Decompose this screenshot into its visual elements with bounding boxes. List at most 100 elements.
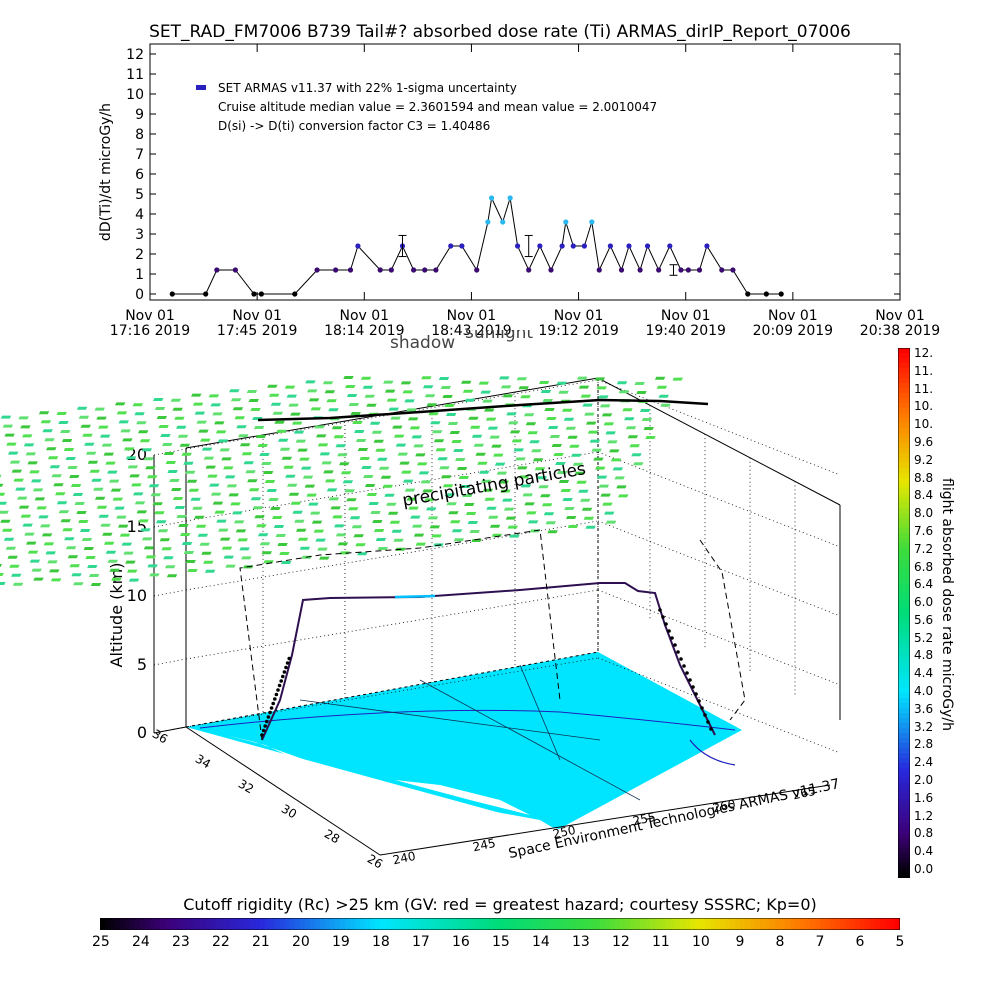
precip-cell (598, 395, 609, 399)
colorbar-segment (345, 918, 351, 930)
rigidity-colorbar-tick: 11 (652, 934, 670, 950)
colorbar-segment (500, 918, 506, 930)
colorbar-segment (898, 578, 910, 584)
precip-cell (502, 498, 513, 502)
precip-cell (518, 386, 529, 390)
precip-cell (217, 439, 229, 443)
precip-cell (366, 403, 377, 407)
precip-cell (342, 480, 354, 484)
colorbar-segment (898, 858, 910, 864)
colorbar-segment (485, 918, 491, 930)
precip-cell (493, 453, 504, 457)
precip-cell (421, 376, 432, 380)
rigidity-colorbar-tick: 16 (452, 934, 470, 950)
precip-cell (345, 385, 356, 388)
precip-cell (612, 467, 624, 471)
alt-grid-line (597, 589, 841, 686)
colorbar-segment (898, 733, 910, 739)
colorbar-segment (350, 918, 356, 930)
colorbar-segment (695, 918, 701, 930)
precip-cell (399, 461, 410, 465)
colorbar-segment (898, 438, 910, 444)
colorbar-segment (898, 448, 910, 454)
rigidity-colorbar-tick: 21 (252, 934, 270, 950)
legend-note-median: Cruise altitude median value = 2.3601594… (218, 100, 657, 114)
precip-cell (475, 452, 486, 456)
colorbar-segment (898, 543, 910, 549)
colorbar-segment (225, 918, 231, 930)
precip-cell (156, 520, 167, 524)
precip-cell (520, 395, 531, 399)
alt-tick-label: 10 (127, 586, 147, 605)
precip-cell (453, 449, 464, 452)
precip-cell (191, 393, 202, 397)
precip-cell (154, 407, 166, 410)
precip-cell (522, 493, 533, 497)
colorbar-segment (898, 398, 910, 404)
colorbar-segment (435, 918, 441, 930)
precip-cell (47, 456, 59, 460)
dose-point (656, 267, 662, 273)
colorbar-segment (615, 918, 621, 930)
precip-cell (643, 427, 654, 430)
precip-cell (449, 431, 461, 434)
dose-point (459, 243, 465, 249)
precip-cell (166, 574, 178, 578)
x-tick-label: 17:16 2019 (110, 323, 190, 339)
colorbar-segment (720, 918, 726, 930)
dose-point (589, 219, 595, 225)
precip-cell (241, 452, 253, 456)
colorbar-segment (730, 918, 736, 930)
colorbar-segment (780, 918, 786, 930)
precip-cell (420, 480, 431, 484)
colorbar-segment (440, 918, 446, 930)
precip-cell (83, 547, 94, 550)
precip-cell (185, 470, 196, 474)
precip-cell (116, 411, 128, 415)
precip-cell (525, 422, 537, 426)
colorbar-segment (155, 918, 161, 930)
dose-point (314, 267, 320, 273)
colorbar-segment (375, 918, 381, 930)
dose-point (333, 267, 339, 273)
precip-cell (507, 525, 518, 529)
precip-cell (0, 573, 4, 576)
dose-point (559, 243, 565, 249)
lon-tick-label: 265 (792, 784, 817, 802)
rigidity-colorbar-tick: 10 (692, 934, 710, 950)
dose-point (500, 219, 506, 225)
colorbar-segment (385, 918, 391, 930)
colorbar-segment (410, 918, 416, 930)
colorbar-segment (600, 918, 606, 930)
precip-label: precipitating particles (401, 459, 588, 511)
precip-cell (56, 501, 68, 505)
colorbar-segment (480, 918, 486, 930)
precip-cell (76, 406, 88, 410)
lat-tick-label: 30 (279, 802, 299, 822)
upper-path-track (257, 398, 709, 422)
precip-cell (46, 447, 57, 451)
precip-cell (84, 442, 95, 446)
x-tick-label: Nov 01 (661, 308, 711, 324)
precip-cell (451, 529, 463, 533)
ground-map (186, 652, 742, 832)
precip-cell (103, 452, 114, 456)
precip-cell (0, 474, 2, 478)
precip-cell (149, 573, 160, 577)
precip-cell (277, 438, 289, 442)
scene-labels: shadowsunlightpath (390, 330, 533, 353)
dose-colorbar-tick: 0.8 (914, 826, 934, 841)
colorbar-segment (230, 918, 236, 930)
alt-grid-line (597, 657, 841, 754)
x-tick-label: 20:09 2019 (753, 323, 833, 339)
precip-cell (656, 385, 668, 389)
state-borders (299, 664, 641, 801)
descent-dot (679, 657, 683, 661)
colorbar-segment (445, 918, 451, 930)
precip-cell (72, 493, 84, 496)
precip-cell (219, 537, 231, 541)
lat-tick-label: 36 (150, 727, 170, 747)
precip-cell (180, 533, 191, 536)
y-axis-label: dD(Ti)/dt microGy/h (98, 103, 114, 241)
precip-cell (114, 506, 125, 510)
